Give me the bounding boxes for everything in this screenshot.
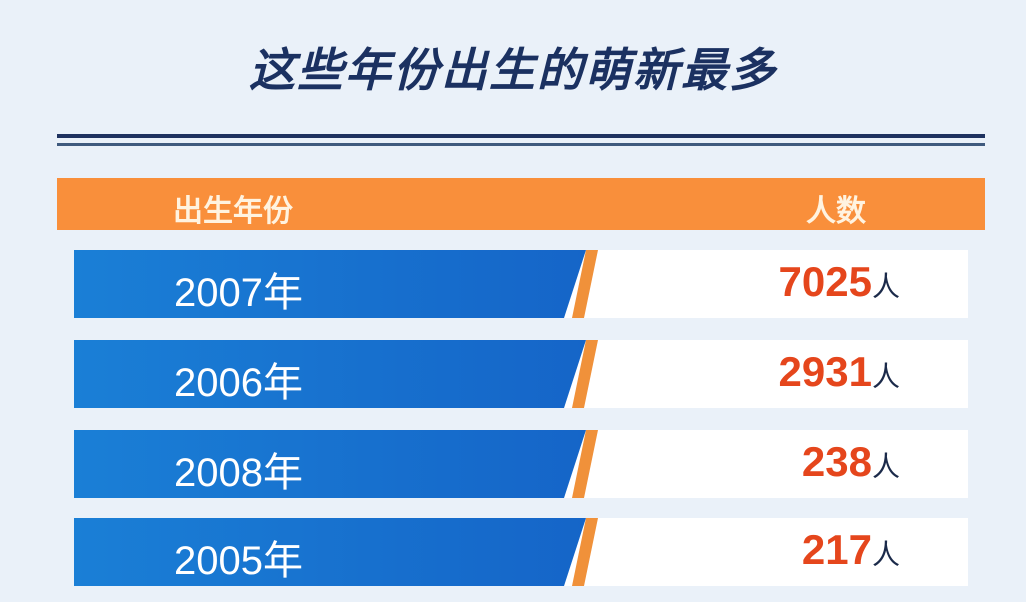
year-cell: 2005年: [174, 539, 303, 583]
table-header: 出生年份 人数: [57, 178, 985, 230]
count-cell: 2931人: [779, 348, 900, 396]
count-value: 7025: [778, 258, 872, 305]
column-header-count: 人数: [806, 194, 866, 229]
count-cell: 238人: [802, 438, 900, 486]
table-row: 2008年 238人: [74, 430, 968, 498]
column-header-year: 出生年份: [173, 194, 293, 229]
count-unit: 人: [871, 270, 900, 303]
page-title: 这些年份出生的萌新最多: [249, 43, 777, 97]
table-row: 2006年 2931人: [74, 340, 968, 408]
year-band: [74, 250, 586, 318]
count-value: 238: [801, 438, 872, 485]
count-unit: 人: [871, 360, 900, 393]
table-row: 2005年 217人: [74, 518, 968, 586]
divider-thick: [57, 134, 985, 138]
count-unit: 人: [871, 450, 900, 483]
year-cell: 2006年: [174, 361, 303, 405]
year-band: [74, 518, 586, 586]
year-band: [74, 430, 586, 498]
count-value: 2931: [778, 348, 872, 395]
count-value: 217: [801, 526, 872, 573]
year-cell: 2007年: [174, 271, 303, 315]
year-cell: 2008年: [174, 451, 303, 495]
count-cell: 7025人: [779, 258, 900, 306]
count-unit: 人: [871, 538, 900, 571]
year-band: [74, 340, 586, 408]
count-cell: 217人: [802, 526, 900, 574]
table-row: 2007年 7025人: [74, 250, 968, 318]
divider-thin: [57, 143, 985, 146]
